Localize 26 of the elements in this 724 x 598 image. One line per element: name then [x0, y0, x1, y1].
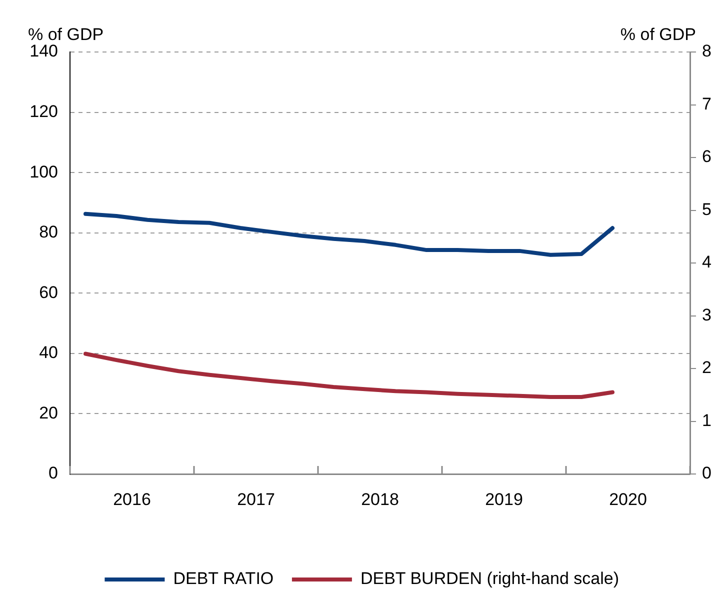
y2-axis-title: % of GDP	[620, 25, 696, 44]
legend-label: DEBT BURDEN (right-hand scale)	[360, 569, 619, 588]
y2-tick-label: 1	[702, 410, 712, 430]
x-tick-label: 2020	[609, 490, 647, 509]
y2-tick-label: 8	[702, 42, 712, 61]
x-tick-label: 2019	[485, 490, 523, 509]
y-tick-label: 20	[39, 403, 58, 422]
x-tick-label: 2016	[113, 490, 151, 509]
y2-tick-label: 0	[702, 464, 712, 483]
y2-tick-label: 5	[702, 200, 712, 219]
x-tick-label: 2017	[237, 490, 275, 509]
y-tick-label: 120	[30, 102, 58, 121]
y-tick-label: 140	[30, 42, 58, 61]
y-tick-label: 0	[48, 464, 58, 483]
y-tick-label: 40	[39, 343, 58, 362]
y2-tick-label: 4	[702, 252, 712, 272]
legend-label: DEBT RATIO	[173, 569, 274, 588]
y2-tick-label: 7	[702, 94, 712, 114]
y-tick-label: 100	[30, 162, 58, 182]
y2-tick-label: 2	[702, 358, 712, 378]
y-tick-label: 60	[39, 282, 58, 302]
y-tick-label: 80	[39, 222, 58, 242]
x-tick-label: 2018	[361, 490, 399, 509]
y2-tick-label: 6	[702, 147, 712, 166]
y2-tick-label: 3	[702, 305, 712, 324]
y-axis-title: % of GDP	[28, 25, 104, 44]
